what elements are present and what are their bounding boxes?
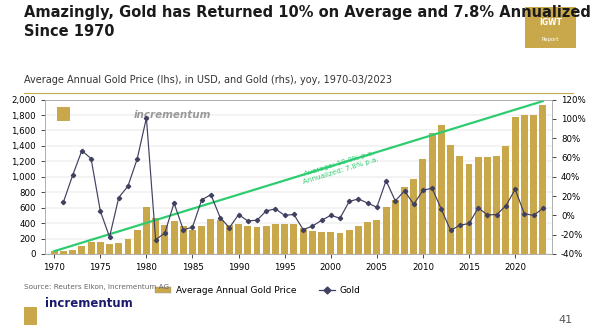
Bar	[263, 226, 269, 254]
Text: Report: Report	[542, 37, 559, 42]
Bar	[337, 233, 343, 254]
Text: incrementum: incrementum	[134, 111, 211, 121]
Bar	[447, 145, 454, 254]
Bar	[69, 250, 76, 254]
Bar	[539, 105, 546, 254]
Bar	[410, 179, 417, 254]
Bar	[272, 224, 279, 254]
Bar	[373, 220, 380, 254]
Bar	[79, 246, 85, 254]
Legend: Average Annual Gold Price, Gold: Average Annual Gold Price, Gold	[152, 283, 364, 299]
Bar	[457, 156, 463, 254]
Bar	[170, 221, 178, 254]
Bar	[328, 232, 334, 254]
Text: 41: 41	[559, 315, 573, 325]
Bar	[502, 146, 509, 254]
Bar	[419, 159, 427, 254]
Bar	[208, 219, 214, 254]
Bar	[115, 243, 122, 254]
Bar	[217, 220, 224, 254]
Bar	[244, 226, 251, 254]
Bar	[235, 224, 242, 254]
Bar	[493, 156, 500, 254]
Bar	[438, 125, 445, 254]
Bar	[512, 117, 518, 254]
Bar	[521, 115, 528, 254]
Bar	[318, 232, 325, 254]
Bar	[475, 157, 482, 254]
Bar	[401, 187, 408, 254]
Bar	[429, 133, 436, 254]
Bar	[484, 157, 491, 254]
Bar	[97, 242, 104, 254]
Bar	[60, 251, 67, 254]
Bar	[355, 226, 362, 254]
Bar	[51, 251, 58, 254]
Bar	[530, 115, 537, 254]
Text: incrementum: incrementum	[45, 297, 133, 310]
Bar	[281, 224, 288, 254]
Bar	[134, 230, 140, 254]
Text: Amazingly, Gold has Returned 10% on Average and 7.8% Annualized
Since 1970: Amazingly, Gold has Returned 10% on Aver…	[24, 5, 591, 39]
Bar	[290, 224, 298, 254]
Bar	[161, 225, 168, 254]
Bar	[88, 242, 95, 254]
Bar	[364, 222, 371, 254]
Bar	[189, 229, 196, 254]
Bar	[392, 200, 399, 254]
Bar	[125, 239, 131, 254]
Bar	[152, 218, 159, 254]
Bar	[466, 164, 472, 254]
Bar	[143, 207, 150, 254]
Bar	[299, 228, 307, 254]
Bar	[180, 226, 187, 254]
Bar	[309, 231, 316, 254]
Bar	[106, 244, 113, 254]
Bar	[254, 227, 260, 254]
Text: Source: Reuters Eikon, Incrementum AG: Source: Reuters Eikon, Incrementum AG	[24, 284, 169, 290]
Text: Average: 10.0% p.a.
Annualized: 7.8% p.a.: Average: 10.0% p.a. Annualized: 7.8% p.a…	[301, 149, 380, 185]
Text: Average Annual Gold Price (lhs), in USD, and Gold (rhs), yoy, 1970-03/2023: Average Annual Gold Price (lhs), in USD,…	[24, 75, 392, 85]
Bar	[198, 225, 205, 254]
Bar	[383, 208, 389, 254]
Bar	[226, 224, 233, 254]
Text: IGWT: IGWT	[539, 18, 562, 27]
Bar	[346, 230, 353, 254]
